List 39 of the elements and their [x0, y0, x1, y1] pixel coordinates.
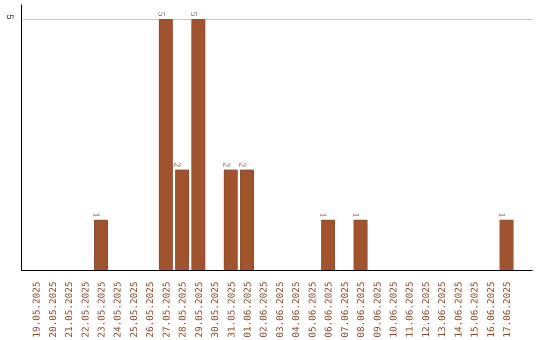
x-tick-label: 17.06.2025	[502, 281, 514, 338]
x-tick-label: 16.06.2025	[486, 281, 497, 338]
data-label: 1	[90, 212, 100, 218]
x-tick-label: 15.06.2025	[470, 281, 481, 338]
x-tick-label: 01.06.2025	[242, 281, 254, 338]
x-tick-label: 25.05.2025	[128, 281, 140, 338]
x-tick-label: 11.06.2025	[404, 281, 416, 338]
data-label: 1	[496, 212, 506, 218]
x-tick-label: 14.06.2025	[453, 281, 464, 338]
x-tick-label: 09.06.2025	[372, 281, 384, 338]
data-label: 5	[188, 12, 198, 17]
x-tick-label: 23.05.2025	[96, 281, 108, 338]
x-tick-label: 13.06.2025	[437, 281, 448, 338]
x-tick-label: 07.06.2025	[340, 281, 351, 338]
x-tick-label: 29.05.2025	[194, 281, 205, 338]
data-label: 2	[172, 162, 182, 168]
x-tick-label: 02.06.2025	[258, 281, 270, 338]
x-tick-label: 06.06.2025	[324, 281, 335, 338]
x-tick-label: 10.06.2025	[388, 281, 400, 338]
data-label: 2	[236, 162, 246, 168]
data-label: 1	[350, 212, 360, 218]
x-tick-label: 22.05.2025	[80, 281, 92, 338]
x-tick-label: 04.06.2025	[291, 281, 302, 338]
x-tick-label: 03.06.2025	[274, 281, 286, 338]
x-tick-label: 24.05.2025	[112, 281, 124, 338]
x-tick-label: 12.06.2025	[420, 281, 432, 338]
data-label: 5	[155, 12, 166, 17]
x-tick-label: 20.05.2025	[48, 281, 59, 338]
data-label: 1	[318, 212, 328, 218]
x-tick-label: 21.05.2025	[64, 281, 76, 338]
x-tick-label: 08.06.2025	[356, 281, 368, 338]
x-tick-label: 27.05.2025	[161, 281, 172, 338]
x-tick-label: 26.05.2025	[145, 281, 156, 338]
x-tick-label: 31.05.2025	[226, 281, 238, 338]
x-tick-label: 05.06.2025	[307, 281, 318, 338]
x-tick-label: 30.05.2025	[210, 281, 222, 338]
x-tick-label: 28.05.2025	[178, 281, 189, 338]
x-tick-label: 19.05.2025	[32, 281, 43, 338]
data-label: 2	[220, 162, 230, 168]
